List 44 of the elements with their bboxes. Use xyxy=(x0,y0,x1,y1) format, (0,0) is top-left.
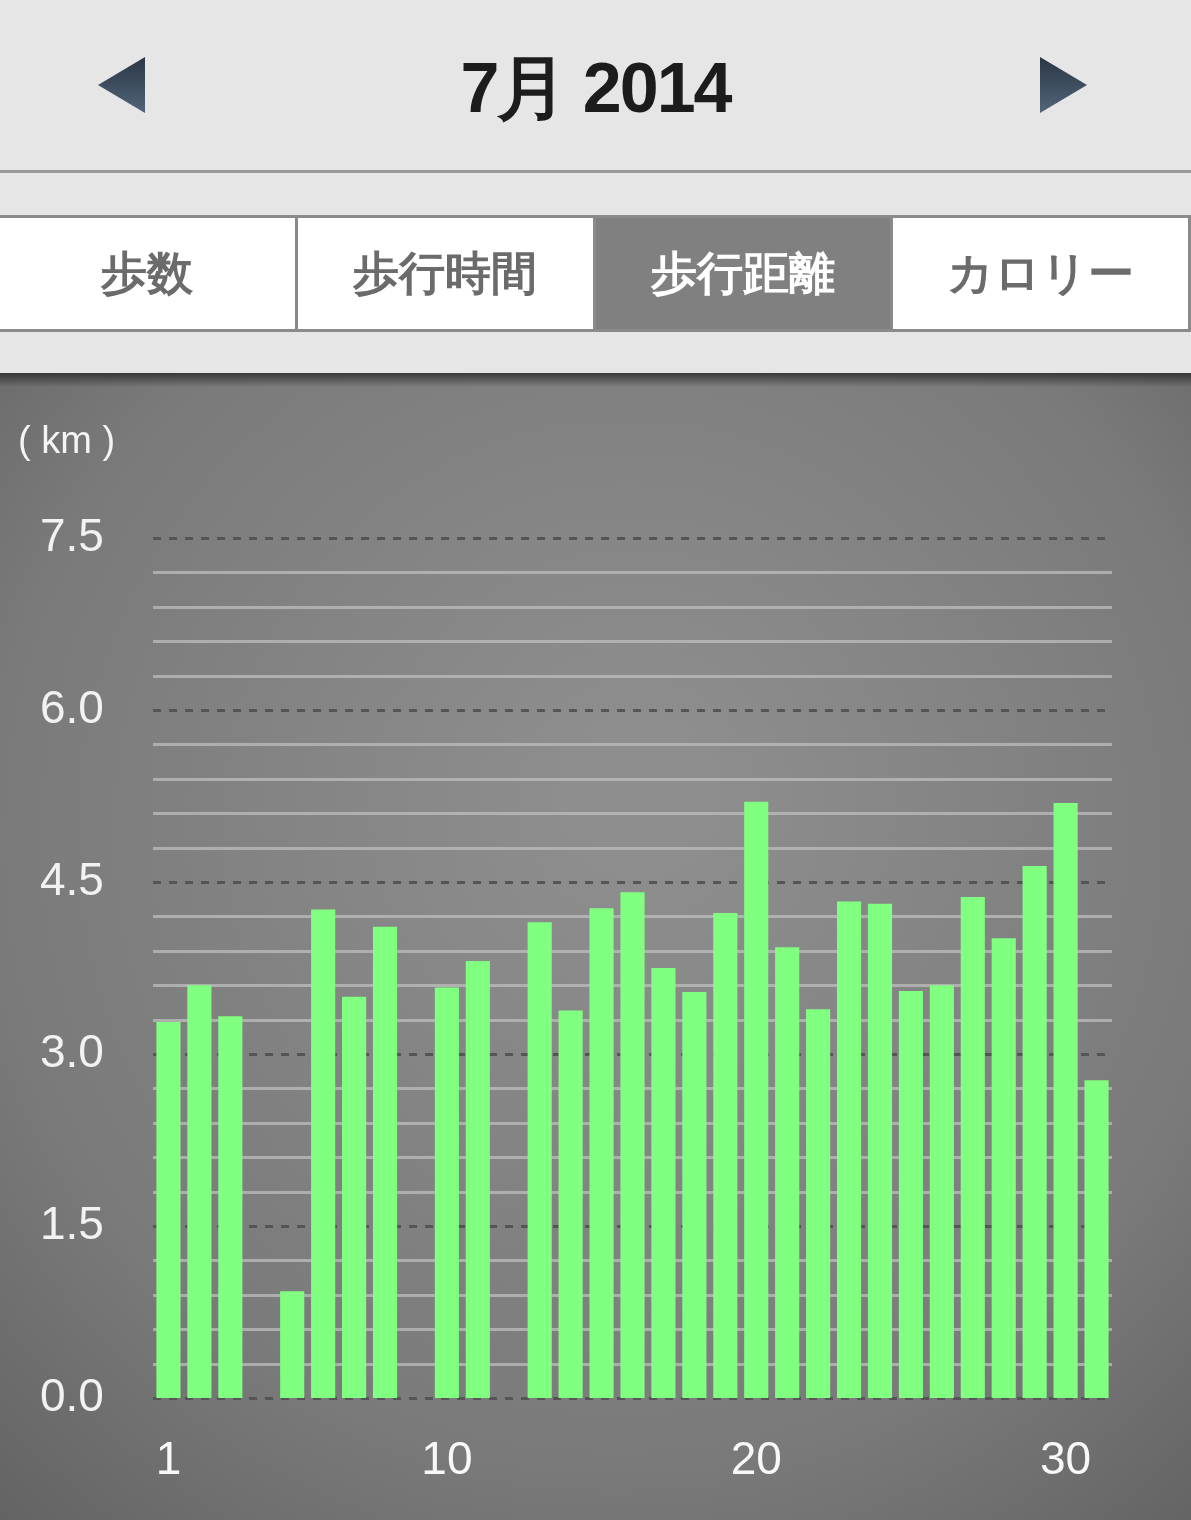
y-tick-label: 1.5 xyxy=(40,1196,104,1249)
bar xyxy=(280,1291,305,1398)
bar xyxy=(867,903,893,1398)
bar xyxy=(187,985,212,1398)
bar xyxy=(342,996,367,1398)
bar xyxy=(311,909,336,1398)
bar xyxy=(991,938,1016,1398)
bar xyxy=(929,985,954,1398)
y-tick-label: 4.5 xyxy=(40,852,104,905)
bar xyxy=(898,990,923,1398)
y-tick-label: 3.0 xyxy=(40,1024,104,1077)
bar xyxy=(806,1009,831,1398)
y-tick-label: 7.5 xyxy=(40,508,104,561)
bar xyxy=(1022,865,1047,1398)
bar xyxy=(589,908,614,1398)
bar xyxy=(744,801,769,1398)
x-tick-label: 10 xyxy=(421,1432,473,1485)
y-tick-label: 6.0 xyxy=(40,680,104,733)
x-tick-label: 30 xyxy=(1040,1432,1092,1485)
y-axis-title: ( km ) xyxy=(18,419,116,462)
bar xyxy=(465,961,490,1398)
x-tick-label: 1 xyxy=(155,1432,182,1485)
text: カロリー xyxy=(947,247,1135,299)
y-tick-label: 0.0 xyxy=(40,1368,104,1421)
bar xyxy=(713,912,738,1398)
bar xyxy=(620,892,645,1398)
bar xyxy=(651,968,676,1398)
bar xyxy=(836,901,862,1398)
bar xyxy=(372,926,398,1398)
bar xyxy=(218,1016,243,1398)
bar xyxy=(527,922,552,1398)
bar xyxy=(1084,1080,1109,1398)
text: 歩行時間 xyxy=(353,247,538,299)
bar xyxy=(775,947,800,1398)
text: 歩数 xyxy=(101,247,194,299)
bar xyxy=(1053,802,1078,1398)
text: 歩行距離 xyxy=(650,247,835,299)
bar xyxy=(682,992,707,1398)
bar xyxy=(960,896,985,1398)
bar xyxy=(558,1010,583,1398)
bar xyxy=(156,1021,181,1398)
x-tick-label: 20 xyxy=(730,1432,782,1485)
bar xyxy=(434,987,459,1398)
chart-title: 7月 2014 xyxy=(460,49,731,127)
